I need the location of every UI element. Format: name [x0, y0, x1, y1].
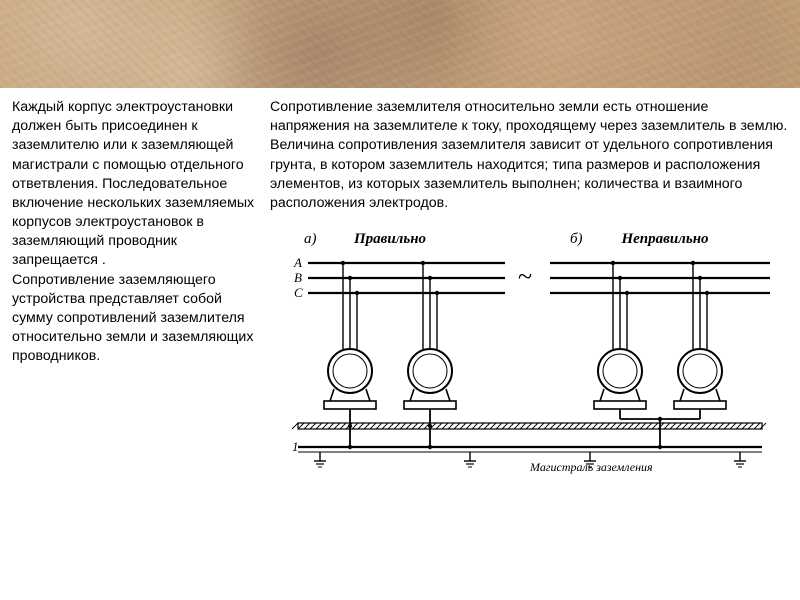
content-area: Каждый корпус электроустановки должен бы… — [0, 88, 800, 491]
svg-text:С: С — [294, 285, 303, 300]
svg-text:В: В — [294, 270, 302, 285]
svg-text:А: А — [293, 255, 302, 270]
right-paragraph-2: Величина сопротивления заземлителя завис… — [270, 136, 790, 213]
left-column: Каждый корпус электроустановки должен бы… — [12, 98, 260, 491]
left-paragraph-2: Сопротивление заземляющего устройства пр… — [12, 271, 260, 367]
right-column: Сопротивление заземлителя относительно з… — [270, 98, 790, 491]
left-paragraph-1: Каждый корпус электроустановки должен бы… — [12, 98, 260, 271]
svg-text:Неправильно: Неправильно — [620, 231, 708, 247]
diagram-svg: а)Правильноб)НеправильноАВС~Магистраль з… — [270, 223, 790, 491]
header-texture — [0, 0, 800, 88]
svg-text:1: 1 — [292, 439, 299, 454]
grounding-diagram: а)Правильноб)НеправильноАВС~Магистраль з… — [270, 223, 790, 491]
svg-text:~: ~ — [518, 262, 532, 291]
svg-text:а): а) — [304, 231, 317, 247]
svg-text:б): б) — [570, 231, 583, 247]
svg-text:Правильно: Правильно — [353, 231, 426, 247]
right-paragraph-1: Сопротивление заземлителя относительно з… — [270, 98, 790, 136]
